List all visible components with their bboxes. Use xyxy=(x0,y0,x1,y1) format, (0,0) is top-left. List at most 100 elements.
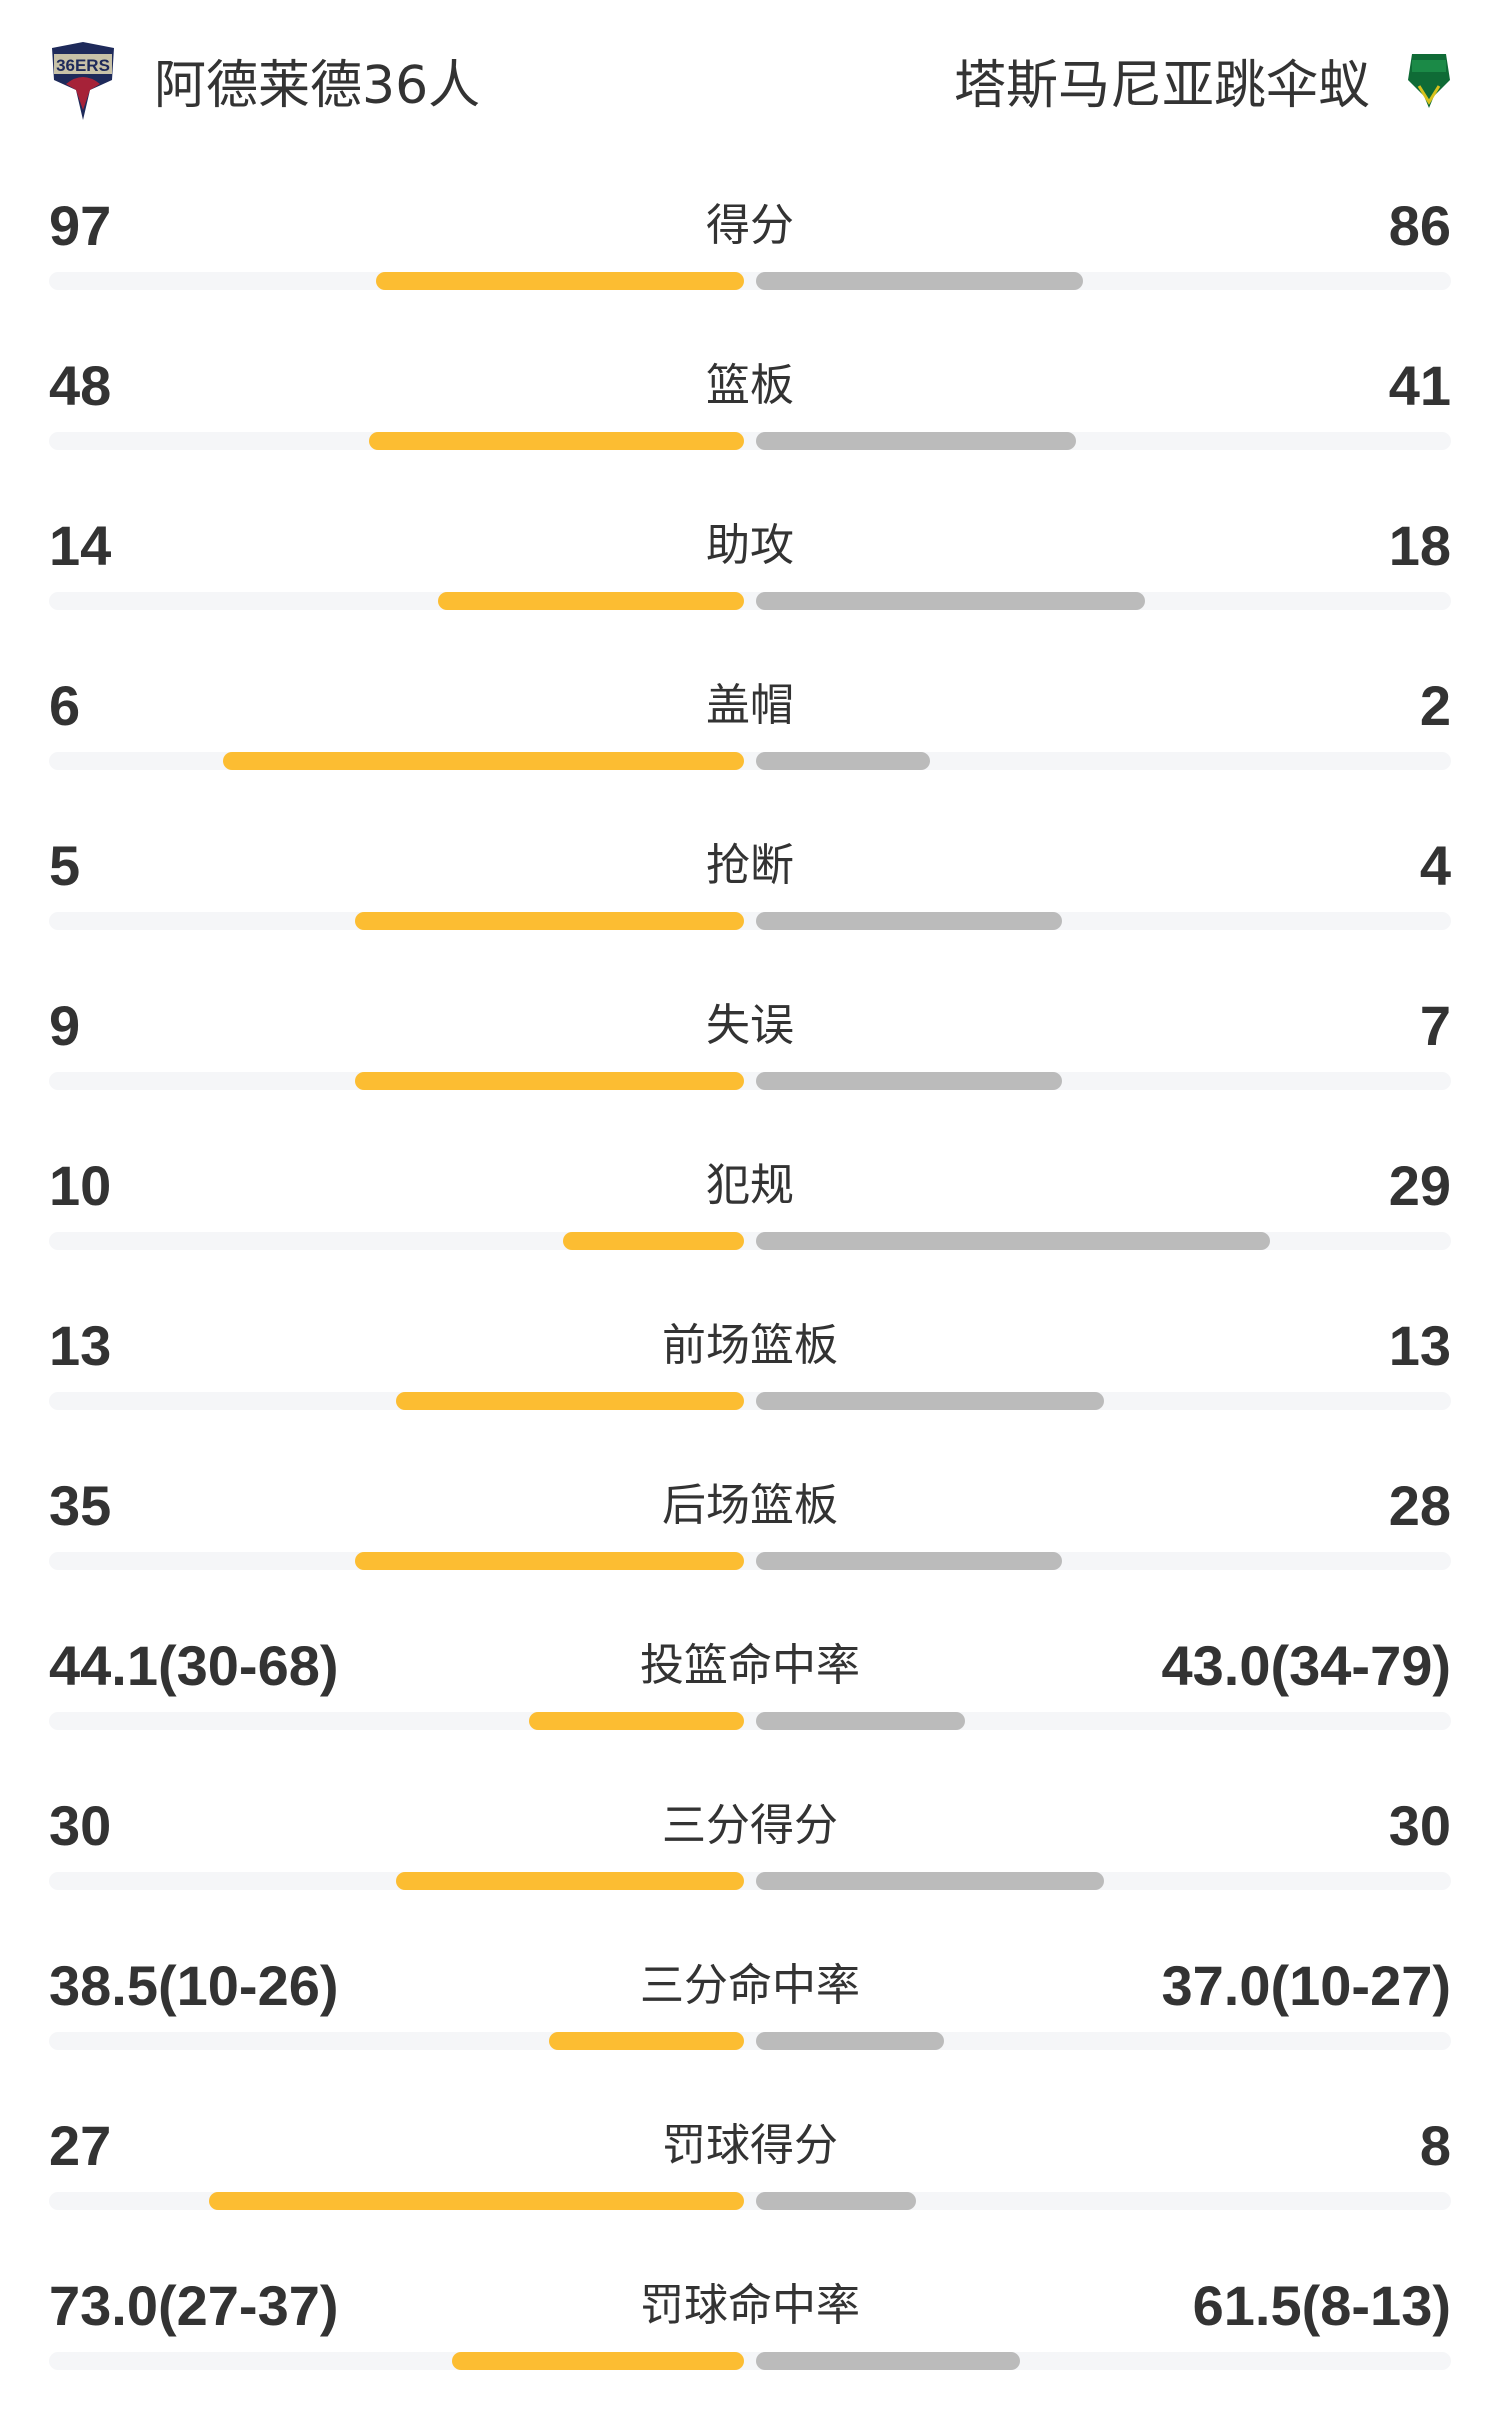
away-stat-bar xyxy=(756,752,930,770)
svg-text:36ERS: 36ERS xyxy=(56,56,110,75)
away-stat-value: 2 xyxy=(1419,674,1451,737)
stat-row: 9 失误 7 xyxy=(49,970,1451,1130)
home-stat-value: 14 xyxy=(49,514,112,577)
away-stat-bar xyxy=(756,1232,1270,1250)
away-stat-value: 18 xyxy=(1388,514,1451,577)
away-team-name: 塔斯马尼亚跳伞蚁 xyxy=(953,55,1370,116)
stat-bar-track xyxy=(49,2032,1451,2050)
away-stat-value: 4 xyxy=(1419,834,1451,897)
home-stat-bar xyxy=(355,1072,744,1090)
stat-label: 抢断 xyxy=(706,840,794,891)
stat-row: 14 助攻 18 xyxy=(49,490,1451,650)
adelaide-36ers-logo-icon: 36ERS xyxy=(46,40,120,120)
home-stat-value: 38.5(10-26) xyxy=(49,1954,339,2017)
home-stat-bar xyxy=(355,1552,744,1570)
away-stat-bar xyxy=(756,272,1083,290)
home-team[interactable]: 36ERS 阿德莱德36人 xyxy=(46,40,480,120)
stat-row: 48 篮板 41 xyxy=(49,330,1451,490)
away-stat-value: 37.0(10-27) xyxy=(1161,1954,1451,2017)
away-stat-bar xyxy=(756,1552,1062,1570)
stat-bar-track xyxy=(49,1072,1451,1090)
home-stat-bar xyxy=(549,2032,744,2050)
tasmania-jackjumpers-logo-icon xyxy=(1404,40,1454,120)
stat-row: 13 前场篮板 13 xyxy=(49,1290,1451,1450)
home-stat-bar xyxy=(563,1232,744,1250)
stat-row: 6 盖帽 2 xyxy=(49,650,1451,810)
stat-label: 助攻 xyxy=(706,520,794,571)
stat-bar-track xyxy=(49,592,1451,610)
stat-label: 篮板 xyxy=(706,360,794,411)
home-stat-bar xyxy=(376,272,744,290)
stat-bar-track xyxy=(49,912,1451,930)
stat-bar-track xyxy=(49,1392,1451,1410)
away-stat-value: 7 xyxy=(1419,994,1451,1057)
stat-row: 73.0(27-37) 罚球命中率 61.5(8-13) xyxy=(49,2250,1451,2410)
stat-label: 投篮命中率 xyxy=(640,1640,860,1691)
away-team[interactable]: 塔斯马尼亚跳伞蚁 xyxy=(954,40,1454,120)
stat-label: 罚球得分 xyxy=(662,2120,838,2171)
home-stat-bar xyxy=(438,592,744,610)
stat-bar-track xyxy=(49,1872,1451,1890)
away-stat-value: 30 xyxy=(1388,1794,1451,1857)
stat-row: 10 犯规 29 xyxy=(49,1130,1451,1290)
away-stat-bar xyxy=(756,2352,1020,2370)
stat-row: 5 抢断 4 xyxy=(49,810,1451,970)
away-stat-bar xyxy=(756,2032,944,2050)
stat-label: 罚球命中率 xyxy=(640,2280,860,2331)
home-stat-value: 48 xyxy=(49,354,112,417)
away-stat-bar xyxy=(756,912,1062,930)
home-stat-bar xyxy=(396,1872,744,1890)
stat-label: 三分得分 xyxy=(662,1800,838,1851)
away-stat-value: 8 xyxy=(1419,2114,1451,2177)
home-stat-value: 27 xyxy=(49,2114,112,2177)
home-stat-bar xyxy=(355,912,744,930)
home-stat-bar xyxy=(396,1392,744,1410)
stat-row: 97 得分 86 xyxy=(49,170,1451,330)
stat-row: 27 罚球得分 8 xyxy=(49,2090,1451,2250)
stat-label: 犯规 xyxy=(706,1160,794,1211)
away-stat-bar xyxy=(756,2192,916,2210)
home-stat-bar xyxy=(223,752,744,770)
away-stat-value: 86 xyxy=(1388,194,1451,257)
away-stat-value: 13 xyxy=(1388,1314,1451,1377)
stat-row: 44.1(30-68) 投篮命中率 43.0(34-79) xyxy=(49,1610,1451,1770)
away-stat-value: 29 xyxy=(1388,1154,1451,1217)
stat-label: 后场篮板 xyxy=(662,1480,838,1531)
stat-label: 得分 xyxy=(706,200,794,251)
home-stat-value: 5 xyxy=(49,834,81,897)
away-stat-value: 41 xyxy=(1388,354,1451,417)
home-stat-value: 9 xyxy=(49,994,81,1057)
match-header: 36ERS 阿德莱德36人 塔斯马尼亚跳伞蚁 xyxy=(0,0,1500,160)
home-stat-value: 44.1(30-68) xyxy=(49,1634,339,1697)
stat-row: 30 三分得分 30 xyxy=(49,1770,1451,1930)
home-stat-value: 13 xyxy=(49,1314,112,1377)
stat-label: 盖帽 xyxy=(706,680,794,731)
away-stat-bar xyxy=(756,1072,1062,1090)
home-stat-bar xyxy=(209,2192,744,2210)
away-stat-value: 43.0(34-79) xyxy=(1161,1634,1451,1697)
away-stat-bar xyxy=(756,432,1076,450)
home-team-name: 阿德莱德36人 xyxy=(154,55,481,116)
away-stat-value: 61.5(8-13) xyxy=(1192,2274,1451,2337)
home-stat-value: 73.0(27-37) xyxy=(49,2274,339,2337)
away-stat-bar xyxy=(756,1872,1104,1890)
away-stat-value: 28 xyxy=(1388,1474,1451,1537)
home-stat-bar xyxy=(452,2352,744,2370)
stat-label: 三分命中率 xyxy=(640,1960,860,2011)
stat-bar-track xyxy=(49,2352,1451,2370)
away-stat-bar xyxy=(756,1712,965,1730)
stat-row: 38.5(10-26) 三分命中率 37.0(10-27) xyxy=(49,1930,1451,2090)
home-stat-bar xyxy=(529,1712,744,1730)
home-stat-value: 6 xyxy=(49,674,81,737)
home-stat-bar xyxy=(369,432,744,450)
stat-label: 前场篮板 xyxy=(662,1320,838,1371)
stat-label: 失误 xyxy=(706,1000,794,1051)
away-stat-bar xyxy=(756,592,1145,610)
away-stat-bar xyxy=(756,1392,1104,1410)
stat-bar-track xyxy=(49,272,1451,290)
stat-row: 35 后场篮板 28 xyxy=(49,1450,1451,1610)
home-stat-value: 30 xyxy=(49,1794,112,1857)
home-stat-value: 35 xyxy=(49,1474,112,1537)
home-stat-value: 10 xyxy=(49,1154,112,1217)
home-stat-value: 97 xyxy=(49,194,112,257)
